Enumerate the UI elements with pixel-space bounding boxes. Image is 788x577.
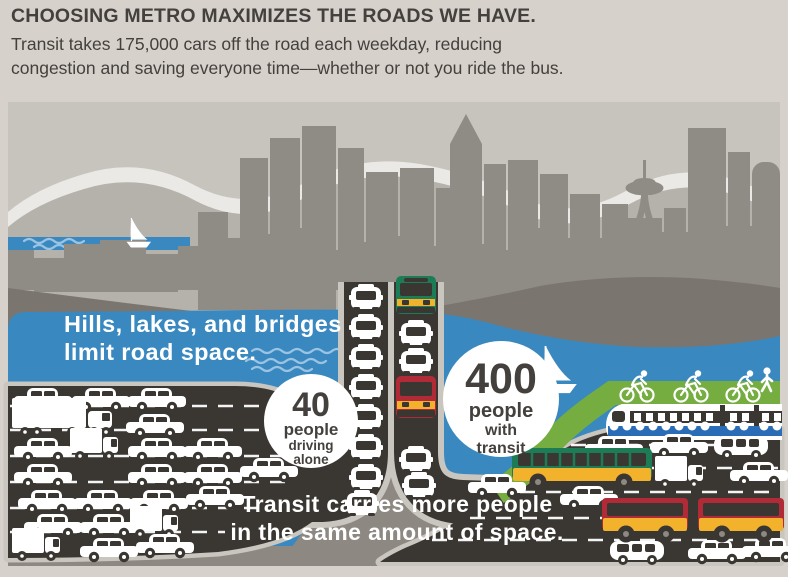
svg-text:people: people: [469, 400, 533, 422]
wave-icon: [244, 347, 354, 373]
svg-text:40: 40: [292, 386, 330, 424]
header: CHOOSING METRO MAXIMIZES THE ROADS WE HA…: [11, 5, 751, 81]
wave-icon: [22, 237, 86, 245]
svg-text:alone: alone: [293, 452, 329, 467]
stat-badge-transit: 400 people with transit: [443, 341, 559, 457]
car-icon: [349, 344, 383, 370]
svg-text:transit: transit: [477, 440, 527, 457]
car-icon: [349, 314, 383, 340]
train-icon: [606, 404, 782, 440]
bus-icon: [396, 376, 436, 418]
svg-text:400: 400: [465, 355, 537, 403]
car-icon: [349, 284, 383, 310]
car-icon: [399, 446, 433, 472]
svg-text:limit road space.: limit road space.: [64, 339, 256, 365]
hills-label: Hills, lakes, and bridges limit road spa…: [64, 311, 342, 365]
page-subtitle: Transit takes 175,000 cars off the road …: [11, 33, 751, 81]
svg-text:Hills, lakes, and bridges: Hills, lakes, and bridges: [64, 311, 342, 337]
page-title: CHOOSING METRO MAXIMIZES THE ROADS WE HA…: [11, 5, 537, 27]
transit-label: Transit carries more people in the same …: [230, 491, 563, 545]
wave-icon: [250, 365, 314, 373]
car-icon: [349, 464, 383, 490]
svg-text:in the same amount of space.: in the same amount of space.: [230, 519, 563, 545]
subtitle-line1: Transit takes 175,000 cars off the road …: [11, 34, 502, 54]
space-needle-icon: [625, 160, 664, 234]
svg-text:driving: driving: [288, 438, 333, 453]
waterfront-buildings: [8, 234, 572, 292]
waterfront: [8, 218, 572, 292]
illustration: 40 people driving alone 400 people with …: [3, 102, 788, 566]
svg-text:with: with: [484, 422, 517, 439]
svg-text:people: people: [284, 420, 339, 439]
wave-icon: [250, 347, 354, 355]
svg-text:Transit carries more people: Transit carries more people: [241, 491, 552, 517]
car-icon: [399, 320, 433, 346]
wave-icon: [244, 357, 328, 365]
subtitle-line2: congestion and saving everyone time—whet…: [11, 57, 564, 78]
car-icon: [399, 348, 433, 374]
stat-badge-drive-alone: 40 people driving alone: [264, 374, 358, 468]
bus-icon: [396, 276, 436, 314]
car-icon: [349, 374, 383, 400]
